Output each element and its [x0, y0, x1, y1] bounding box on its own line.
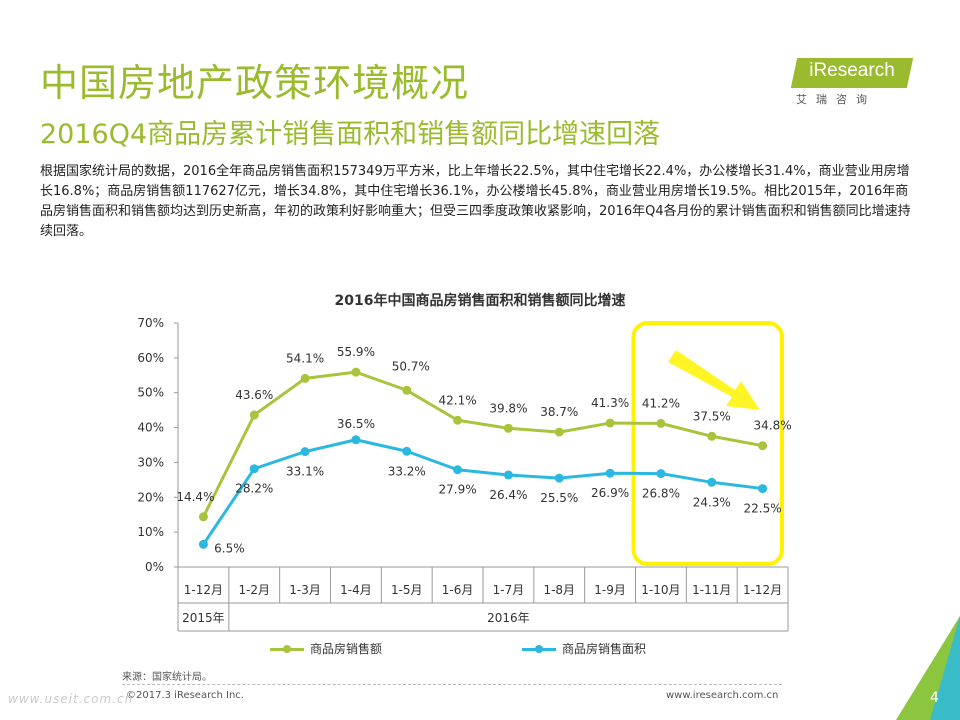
footer-divider — [122, 684, 782, 685]
trend-arrow-icon — [668, 350, 760, 410]
data-point — [503, 470, 513, 480]
data-label: 24.3% — [693, 495, 731, 509]
iresearch-logo: iResearch 艾瑞咨询 — [790, 58, 920, 108]
data-point — [453, 415, 463, 425]
y-tick-label: 30% — [137, 455, 164, 469]
series-line-1 — [202, 438, 763, 546]
legend-item-sales-amount: 商品房销售额 — [270, 640, 382, 657]
data-label: 41.3% — [591, 396, 629, 410]
y-tick-label: 60% — [137, 351, 164, 365]
data-label: 43.6% — [235, 388, 273, 402]
data-point — [300, 447, 310, 457]
data-point — [656, 469, 666, 479]
logo-chinese-name: 艾瑞咨询 — [796, 93, 876, 106]
chart-title: 2016年中国商品房销售面积和销售额同比增速 — [334, 293, 626, 309]
page-subtitle: 2016Q4商品房累计销售面积和销售额同比增速回落 — [40, 119, 661, 150]
data-point — [198, 539, 208, 549]
corner-triangle-blue — [930, 616, 960, 720]
y-tick-label: 50% — [137, 386, 164, 400]
data-label: 37.5% — [693, 409, 731, 423]
data-point — [707, 477, 717, 487]
watermark: www.useit.com.cn — [8, 692, 134, 706]
y-tick-label: 40% — [137, 421, 164, 435]
source-note: 来源：国家统计局。 — [122, 672, 212, 683]
data-label: 26.4% — [489, 488, 527, 502]
data-point — [758, 441, 768, 451]
data-label: 34.8% — [754, 419, 792, 433]
legend-swatch-sales-amount — [270, 643, 304, 655]
data-label: 33.2% — [388, 464, 426, 478]
data-point — [554, 427, 564, 437]
year-group-label: 2016年 — [487, 611, 530, 625]
x-tick-label: 1-5月 — [391, 583, 423, 597]
page-title: 中国房地产政策环境概况 — [40, 61, 470, 105]
data-label: 50.7% — [392, 359, 430, 373]
data-point — [402, 385, 412, 395]
data-label: 36.5% — [337, 417, 375, 431]
legend-swatch-sales-area — [522, 643, 556, 655]
data-label: 33.1% — [286, 465, 324, 479]
data-label: 14.4% — [176, 490, 214, 504]
data-label: 54.1% — [286, 351, 324, 365]
data-label: 28.2% — [235, 482, 273, 496]
page-number: 4 — [930, 690, 939, 706]
x-tick-label: 1-12月 — [184, 583, 223, 597]
y-tick-label: 20% — [137, 490, 164, 504]
y-tick-label: 0% — [145, 560, 164, 574]
y-tick-label: 10% — [137, 525, 164, 539]
x-tick-label: 1-11月 — [692, 583, 731, 597]
x-tick-label: 1-3月 — [289, 583, 321, 597]
data-label: 42.1% — [439, 393, 477, 407]
data-label: 26.9% — [591, 486, 629, 500]
legend-label-sales-area: 商品房销售面积 — [562, 642, 647, 656]
x-tick-label: 1-12月 — [743, 583, 782, 597]
legend-label-sales-amount: 商品房销售额 — [310, 642, 383, 656]
x-tick-label: 1-6月 — [442, 583, 474, 597]
data-point — [707, 431, 717, 441]
data-label: 27.9% — [439, 483, 477, 497]
data-label: 38.7% — [540, 405, 578, 419]
legend-item-sales-area: 商品房销售面积 — [522, 640, 646, 657]
data-point — [300, 373, 310, 383]
data-point — [503, 423, 513, 433]
x-tick-label: 1-8月 — [543, 583, 575, 597]
data-point — [351, 367, 361, 377]
data-point — [351, 435, 361, 445]
data-point — [554, 473, 564, 483]
data-label: 39.8% — [489, 401, 527, 415]
data-label: 41.2% — [642, 396, 680, 410]
copyright-text: ©2017.3 iResearch Inc. — [126, 690, 244, 701]
data-point — [605, 418, 615, 428]
x-tick-label: 1-10月 — [641, 583, 680, 597]
x-tick-label: 1-9月 — [594, 583, 626, 597]
logo-text: iResearch — [809, 60, 895, 81]
data-point — [402, 446, 412, 456]
x-tick-label: 1-7月 — [493, 583, 525, 597]
data-point — [605, 468, 615, 478]
data-label: 26.8% — [642, 487, 680, 501]
data-point — [249, 410, 259, 420]
year-group-label: 2015年 — [182, 611, 225, 625]
highlight-box — [631, 321, 784, 566]
data-label: 55.9% — [337, 345, 375, 359]
data-point — [453, 465, 463, 475]
data-point — [198, 512, 208, 522]
data-label: 6.5% — [214, 541, 245, 555]
intro-paragraph: 根据国家统计局的数据，2016全年商品房销售面积157349万平方米，比上年增长… — [40, 164, 911, 239]
website-link[interactable]: www.iresearch.com.cn — [666, 690, 779, 701]
series-line-0 — [202, 370, 763, 518]
x-tick-label: 1-4月 — [340, 583, 372, 597]
x-tick-label: 1-2月 — [238, 583, 270, 597]
data-point — [656, 418, 666, 428]
data-point — [249, 464, 259, 474]
data-point — [758, 484, 768, 494]
y-tick-label: 70% — [137, 316, 164, 330]
data-label: 22.5% — [744, 502, 782, 516]
data-label: 25.5% — [540, 491, 578, 505]
